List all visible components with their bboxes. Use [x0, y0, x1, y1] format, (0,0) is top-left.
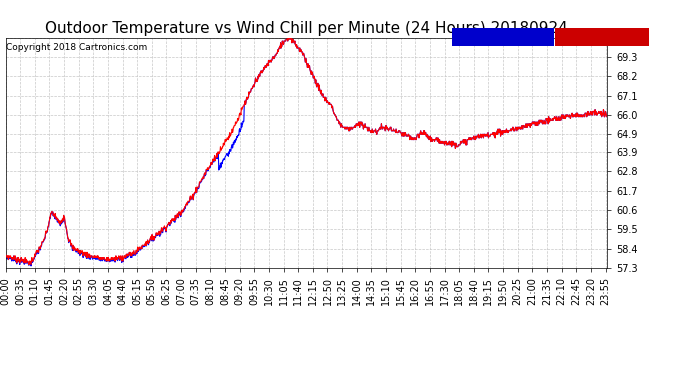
Text: Wind Chill (°F): Wind Chill (°F) — [454, 32, 534, 42]
Text: Temperature (°F): Temperature (°F) — [558, 32, 652, 42]
Title: Outdoor Temperature vs Wind Chill per Minute (24 Hours) 20180924: Outdoor Temperature vs Wind Chill per Mi… — [45, 21, 568, 36]
Text: Copyright 2018 Cartronics.com: Copyright 2018 Cartronics.com — [6, 43, 147, 52]
